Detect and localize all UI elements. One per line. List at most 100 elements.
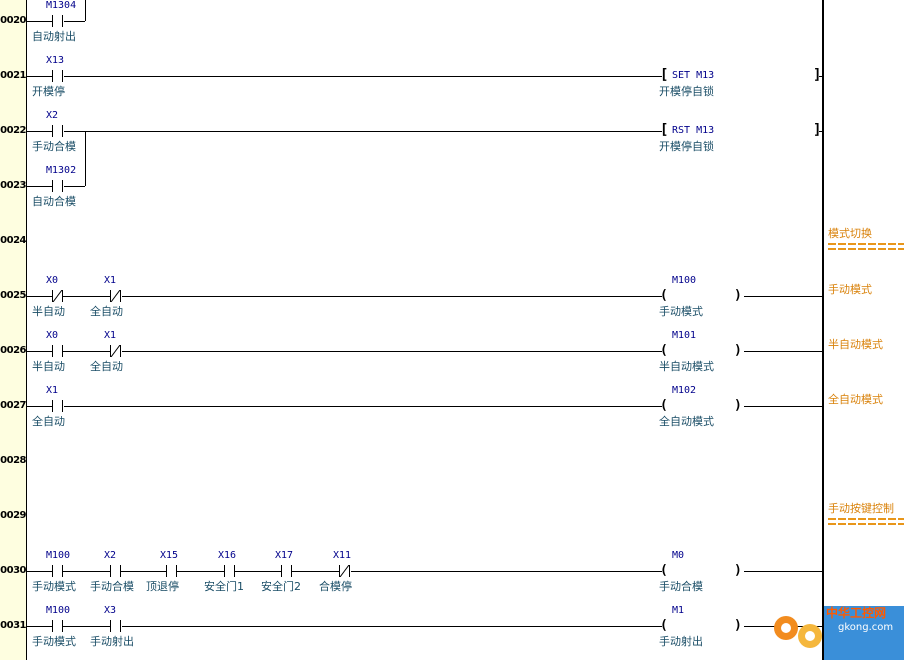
gkong-logo: 中华工控网 gkong.com <box>768 600 904 660</box>
contact-address: M1304 <box>46 0 77 11</box>
coil-open-paren: ( <box>660 563 668 578</box>
contact-no[interactable] <box>52 180 64 192</box>
contact-comment: 手动模式 <box>32 580 76 593</box>
coil-comment: 全自动模式 <box>659 415 714 428</box>
coil-address[interactable]: M102 <box>672 385 697 396</box>
contact-comment: 全自动 <box>90 360 123 373</box>
contact-bar <box>62 180 63 192</box>
rung-note: 全自动模式 <box>828 393 883 406</box>
rung-wire <box>744 406 822 407</box>
branch-wire <box>85 131 86 186</box>
nc-slash-icon <box>339 565 350 577</box>
contact-bar <box>291 565 292 577</box>
contact-address: X2 <box>104 550 117 561</box>
contact-bar <box>62 125 63 137</box>
logo-name: 中华工控网 <box>826 606 887 620</box>
coil-address[interactable]: M100 <box>672 275 697 286</box>
rung-wire <box>27 186 52 187</box>
step-number-column <box>0 0 26 660</box>
instruction-comment: 开模停自锁 <box>659 140 714 153</box>
contact-address: M1302 <box>46 165 77 176</box>
step-number: 0028 <box>0 455 26 466</box>
contact-nc[interactable] <box>110 345 122 357</box>
coil-close-paren: ) <box>734 288 742 303</box>
contact-no[interactable] <box>224 565 236 577</box>
step-number: 0025 <box>0 290 26 301</box>
rung-wire <box>177 571 224 572</box>
contact-bar <box>52 565 53 577</box>
contact-comment: 半自动 <box>32 360 65 373</box>
contact-bar <box>52 15 53 27</box>
coil-close-paren: ) <box>734 398 742 413</box>
coil-comment: 手动射出 <box>659 635 703 648</box>
contact-no[interactable] <box>52 345 64 357</box>
contact-bar <box>62 15 63 27</box>
instruction-text[interactable]: RST M13 <box>672 125 715 136</box>
contact-address: X1 <box>46 385 59 396</box>
contact-no[interactable] <box>52 15 64 27</box>
step-number: 0031 <box>0 620 26 631</box>
contact-comment: 半自动 <box>32 305 65 318</box>
contact-comment: 合模停 <box>319 580 352 593</box>
coil-open-paren: ( <box>660 343 668 358</box>
rung-wire <box>27 131 52 132</box>
contact-no[interactable] <box>52 400 64 412</box>
contact-no[interactable] <box>52 70 64 82</box>
rung-wire <box>819 131 822 132</box>
contact-address: X1 <box>104 275 117 286</box>
gear-logo-icon <box>774 616 822 648</box>
branch-wire <box>64 186 85 187</box>
branch-wire <box>85 0 86 21</box>
contact-comment: 手动射出 <box>90 635 134 648</box>
step-number: 0029 <box>0 510 26 521</box>
contact-no[interactable] <box>110 620 122 632</box>
instruction-text[interactable]: SET M13 <box>672 70 715 81</box>
contact-no[interactable] <box>166 565 178 577</box>
contact-bar <box>62 290 63 302</box>
step-number: 0021 <box>0 70 26 81</box>
contact-bar <box>110 290 111 302</box>
contact-address: X15 <box>160 550 179 561</box>
rung-note: 手动模式 <box>828 283 872 296</box>
contact-address: X1 <box>104 330 117 341</box>
rung-wire <box>744 351 822 352</box>
rung-wire <box>122 296 662 297</box>
coil-address[interactable]: M101 <box>672 330 697 341</box>
logo-url: gkong.com <box>838 622 894 633</box>
rung-wire <box>351 571 662 572</box>
rung-wire <box>27 21 52 22</box>
contact-address: M100 <box>46 550 71 561</box>
contact-bar <box>52 290 53 302</box>
rung-wire <box>64 406 662 407</box>
step-number: 0030 <box>0 565 26 576</box>
contact-no[interactable] <box>52 125 64 137</box>
contact-bar <box>52 125 53 137</box>
contact-nc[interactable] <box>339 565 351 577</box>
contact-nc[interactable] <box>110 290 122 302</box>
coil-address[interactable]: M1 <box>672 605 685 616</box>
contact-bar <box>52 345 53 357</box>
contact-bar <box>62 70 63 82</box>
contact-comment: 手动合模 <box>32 140 76 153</box>
nc-slash-icon <box>110 290 121 302</box>
contact-comment: 全自动 <box>90 305 123 318</box>
coil-open-paren: ( <box>660 618 668 633</box>
coil-address[interactable]: M0 <box>672 550 685 561</box>
coil-comment: 手动合模 <box>659 580 703 593</box>
contact-no[interactable] <box>52 565 64 577</box>
contact-no[interactable] <box>281 565 293 577</box>
contact-comment: 开模停 <box>32 85 65 98</box>
contact-bar <box>110 620 111 632</box>
contact-bar <box>52 180 53 192</box>
contact-comment: 自动合模 <box>32 195 76 208</box>
instruction-comment: 开模停自锁 <box>659 85 714 98</box>
contact-no[interactable] <box>52 620 64 632</box>
contact-bar <box>234 565 235 577</box>
contact-address: X11 <box>333 550 352 561</box>
rung-wire <box>63 296 110 297</box>
rung-note: 半自动模式 <box>828 338 883 351</box>
contact-no[interactable] <box>110 565 122 577</box>
contact-nc[interactable] <box>52 290 64 302</box>
step-number: 0027 <box>0 400 26 411</box>
rung-note: 模式切换 <box>828 227 872 240</box>
